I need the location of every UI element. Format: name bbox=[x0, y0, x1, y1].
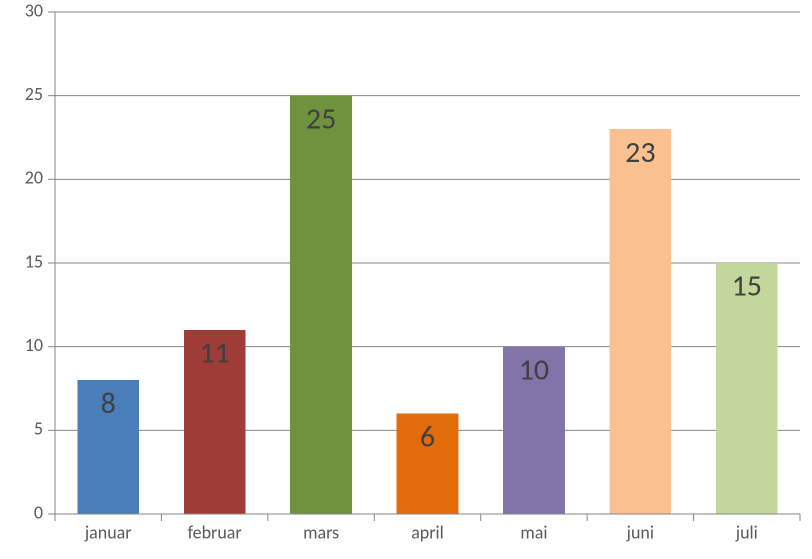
bar-value-label: 25 bbox=[306, 100, 336, 137]
y-tick-label: 30 bbox=[25, 0, 43, 21]
y-tick-label: 0 bbox=[34, 501, 43, 523]
bar bbox=[290, 96, 352, 514]
bar bbox=[609, 129, 671, 514]
x-tick-label: januar bbox=[84, 522, 132, 544]
y-tick-label: 5 bbox=[34, 418, 43, 440]
y-tick-label: 15 bbox=[25, 250, 43, 272]
x-tick-label: juli bbox=[735, 522, 758, 544]
monthly-bar-chart: 0 5 10 15 20 25 30 8 januar 11 februar 25 mars 6 april… bbox=[0, 0, 812, 559]
bar-value-label: 11 bbox=[199, 335, 229, 372]
x-tick-label: mai bbox=[520, 522, 547, 544]
bar-value-label: 23 bbox=[625, 134, 655, 171]
bar-value-label: 6 bbox=[420, 418, 435, 455]
y-tick-label: 10 bbox=[25, 334, 43, 356]
y-tick-label: 25 bbox=[25, 83, 43, 105]
x-tick-label: april bbox=[411, 522, 444, 544]
bar-value-label: 15 bbox=[732, 268, 762, 305]
x-tick-label: mars bbox=[303, 522, 339, 544]
x-tick-label: februar bbox=[188, 522, 242, 544]
chart-svg: 0 5 10 15 20 25 30 8 januar 11 februar 25 mars 6 april… bbox=[0, 0, 812, 559]
y-tick-label: 20 bbox=[25, 167, 43, 189]
bar-value-label: 10 bbox=[519, 351, 549, 388]
x-tick-label: juni bbox=[626, 522, 654, 544]
bar-value-label: 8 bbox=[101, 385, 116, 422]
